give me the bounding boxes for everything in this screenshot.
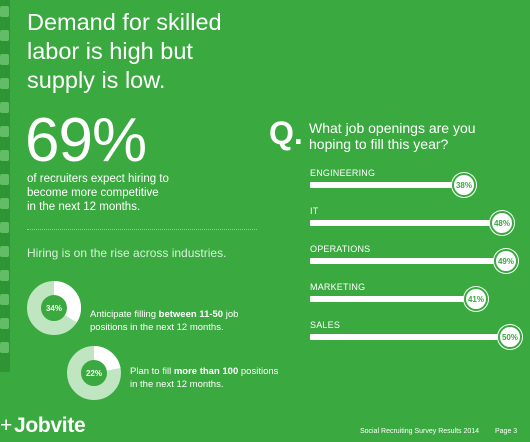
page-headline: Demand for skilled labor is high but sup…: [27, 9, 222, 93]
twitter-icon: [0, 150, 9, 161]
donut-chart-100plus: 22%: [66, 345, 122, 406]
footer-survey-title: Social Recruiting Survey Results 2014: [360, 428, 480, 435]
donut-text-pre: Plan to fill: [130, 366, 174, 377]
question-mark-label: Q.: [269, 115, 303, 151]
donut-text-bold: more than 100: [173, 366, 239, 377]
facebook-icon: [0, 246, 9, 257]
share-icon: [0, 318, 9, 329]
bar-category-label: OPERATIONS: [310, 244, 371, 254]
thumbs-up-icon: [0, 126, 9, 137]
hiring-section-title: Hiring is on the rise across industries.: [27, 246, 227, 260]
linkedin-icon: [0, 78, 9, 89]
donut-svg: 22%: [67, 346, 121, 400]
donut-chart-11-50: 34%: [26, 280, 82, 341]
bar-data-label: 38%: [452, 173, 476, 197]
bar-data-label: 50%: [498, 325, 522, 349]
donut-text-bold: between 11-50: [158, 309, 224, 320]
donut-description-100plus: Plan to fill more than 100 positions in …: [130, 352, 278, 391]
donut-hole: [82, 361, 106, 385]
logo-text: Jobvite: [13, 414, 86, 437]
social-icon-strip: [0, 0, 10, 372]
star-icon: [0, 198, 9, 209]
bar-category-label: IT: [310, 206, 319, 216]
footer-page-number: Page 3: [495, 428, 518, 435]
donut-description-11-50: Anticipate filling between 11-50 job pos…: [90, 295, 238, 334]
bar-category-label: MARKETING: [310, 282, 366, 292]
bar-category-label: SALES: [310, 320, 341, 330]
big-stat-description: of recruiters expect hiring to become mo…: [27, 173, 169, 213]
facebook-icon: [0, 6, 9, 17]
big-stat-value: 69%: [25, 106, 147, 175]
bar-value: [310, 182, 454, 188]
bar-category-label: ENGINEERING: [310, 168, 376, 178]
facebook-icon: [0, 102, 9, 113]
donut-text-post: job positions in the next 12 months.: [90, 309, 239, 333]
question-text: What job openings are you hoping to fill…: [309, 120, 476, 152]
plus-icon: [0, 342, 9, 353]
bar-value: [310, 220, 492, 226]
bar-value: [310, 334, 500, 340]
facebook-icon: [0, 30, 9, 41]
logo-plus: +: [0, 414, 12, 437]
bar-value: [310, 258, 496, 264]
donut-label: 34%: [46, 304, 62, 313]
bar-value: [310, 296, 466, 302]
jobvite-logo: +Jobvite: [0, 414, 86, 438]
donut-label: 22%: [86, 369, 102, 378]
donut-value-arc: [27, 281, 81, 335]
donut-value-arc: [67, 346, 121, 400]
donut-text-post: positions in the next 12 months.: [130, 366, 279, 390]
bar-data-label: 48%: [490, 211, 514, 235]
donut-svg: 34%: [27, 281, 81, 335]
linkedin-icon: [0, 174, 9, 185]
bar-data-label: 49%: [494, 249, 518, 273]
linkedin-icon: [0, 294, 9, 305]
donut-hole: [42, 296, 66, 320]
section-divider: [27, 229, 257, 230]
twitter-icon: [0, 270, 9, 281]
twitter-icon: [0, 222, 9, 233]
donut-text-pre: Anticipate filling: [90, 309, 159, 320]
bar-data-label: 41%: [464, 287, 488, 311]
twitter-icon: [0, 54, 9, 65]
